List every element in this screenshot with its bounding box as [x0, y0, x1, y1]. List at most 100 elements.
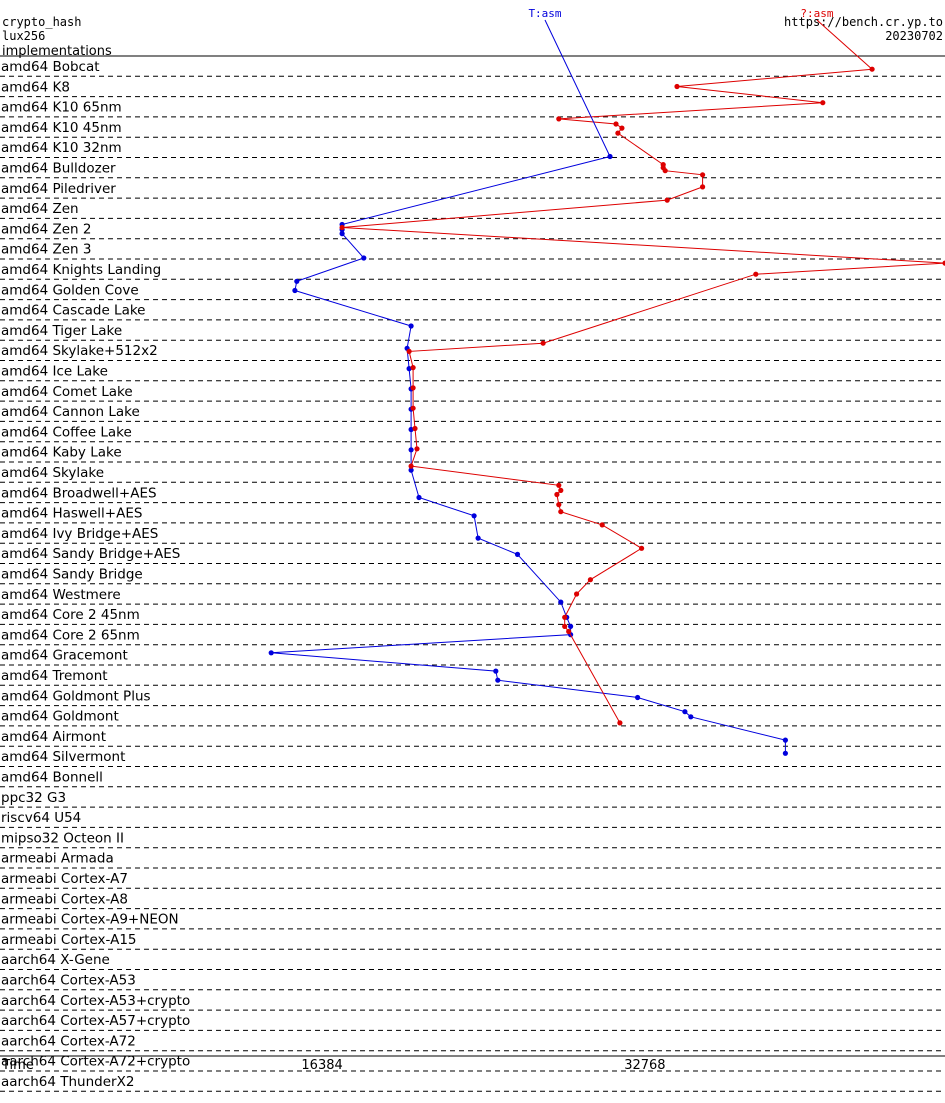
x-tick-label: 32768 — [624, 1058, 665, 1073]
x-tick-label: 16384 — [301, 1058, 342, 1073]
data-point — [942, 260, 945, 266]
data-point — [554, 491, 560, 498]
data-point — [619, 125, 625, 131]
category-label: amd64 Zen — [1, 201, 79, 217]
category-label: amd64 Haswell+AES — [1, 506, 142, 522]
category-label: amd64 K10 32nm — [1, 140, 122, 156]
data-point — [568, 623, 574, 630]
category-label: amd64 Skylake — [1, 465, 104, 481]
category-label: armeabi Cortex-A15 — [1, 932, 137, 948]
category-label: amd64 Knights Landing — [1, 262, 161, 278]
data-point — [540, 340, 546, 346]
category-label: amd64 Gracemont — [1, 648, 128, 664]
category-label: amd64 Cannon Lake — [1, 404, 140, 420]
category-label: amd64 Airmont — [1, 729, 106, 745]
x-axis-label: Time — [1, 1058, 34, 1073]
category-label: aarch64 X-Gene — [1, 952, 110, 968]
series-name-label: T:asm — [528, 7, 561, 20]
category-label: aarch64 Cortex-A72 — [1, 1033, 136, 1049]
category-label: amd64 Skylake+512x2 — [1, 343, 158, 359]
data-point — [682, 709, 688, 715]
data-point — [617, 720, 623, 726]
data-point — [635, 694, 641, 701]
data-point — [558, 487, 564, 493]
category-label: amd64 Zen 2 — [1, 221, 91, 237]
data-point — [820, 100, 826, 106]
category-label: amd64 Piledriver — [1, 181, 116, 197]
data-point — [406, 348, 412, 354]
category-label: amd64 Broadwell+AES — [1, 485, 157, 501]
data-point — [700, 184, 706, 190]
data-point — [410, 385, 416, 391]
data-point — [339, 231, 345, 237]
data-point — [408, 426, 414, 433]
data-point — [556, 482, 562, 488]
data-point — [662, 168, 668, 174]
data-point — [292, 287, 298, 294]
category-label: aarch64 ThunderX2 — [1, 1074, 134, 1090]
category-label: riscv64 U54 — [1, 810, 81, 826]
category-label: amd64 Silvermont — [1, 749, 125, 765]
category-label: amd64 Comet Lake — [1, 384, 133, 400]
data-point — [615, 130, 621, 136]
grid — [0, 55, 945, 1092]
data-point — [408, 467, 414, 473]
category-label: armeabi Armada — [1, 851, 114, 867]
data-point — [408, 323, 414, 329]
category-label: amd64 K10 45nm — [1, 120, 122, 136]
data-point — [416, 494, 422, 501]
data-point — [475, 535, 481, 541]
data-point — [613, 121, 619, 127]
data-point — [471, 513, 477, 519]
data-point — [782, 750, 789, 756]
data-point — [294, 278, 300, 284]
category-label: armeabi Cortex-A8 — [1, 891, 128, 907]
series-markers: T:asm ?:asm — [528, 7, 873, 157]
category-label: amd64 Tiger Lake — [1, 323, 122, 339]
category-label: amd64 Ivy Bridge+AES — [1, 526, 158, 542]
category-label: amd64 K8 — [1, 79, 70, 95]
data-point — [414, 446, 420, 452]
data-point — [556, 502, 562, 508]
category-label: amd64 Kaby Lake — [1, 445, 122, 461]
data-point — [410, 365, 416, 371]
category-label: amd64 Ice Lake — [1, 364, 108, 380]
category-label: amd64 Zen 3 — [1, 242, 91, 258]
category-label: amd64 Sandy Bridge — [1, 567, 143, 583]
x-axis: Time 16384 32768 — [0, 1055, 945, 1073]
series-line — [271, 156, 786, 754]
data-point — [599, 522, 605, 528]
category-label: amd64 Core 2 65nm — [1, 627, 140, 643]
category-label: amd64 Goldmont Plus — [1, 688, 151, 704]
data-point — [361, 255, 367, 261]
series-name-leader — [816, 19, 873, 70]
category-label: amd64 Bonnell — [1, 770, 103, 786]
data-point — [753, 271, 759, 277]
series-name-leader — [544, 19, 611, 157]
category-label: aarch64 Cortex-A72+crypto — [1, 1054, 190, 1070]
category-label: amd64 Tremont — [1, 668, 108, 684]
data-point — [410, 405, 416, 411]
data-point — [782, 737, 789, 743]
data-point — [556, 116, 562, 122]
data-point — [639, 545, 645, 551]
data-point — [574, 591, 580, 597]
category-label: amd64 Cascade Lake — [1, 303, 146, 319]
header-date: 20230702 — [885, 29, 943, 43]
category-label: amd64 Westmere — [1, 587, 121, 603]
category-label: aarch64 Cortex-A57+crypto — [1, 1013, 190, 1029]
data-point — [408, 463, 414, 469]
data-point — [406, 366, 412, 372]
data-point — [664, 197, 670, 203]
category-label: amd64 Goldmont — [1, 709, 119, 725]
data-point — [688, 714, 694, 720]
category-label: amd64 Core 2 45nm — [1, 607, 140, 623]
data-point — [268, 650, 274, 656]
data-point — [700, 172, 706, 178]
header-implementations: implementations — [2, 44, 112, 59]
header-function: lux256 — [2, 29, 45, 43]
series-name-label: ?:asm — [800, 7, 833, 20]
data-point — [558, 509, 564, 515]
category-label: mipso32 Octeon II — [1, 830, 124, 846]
